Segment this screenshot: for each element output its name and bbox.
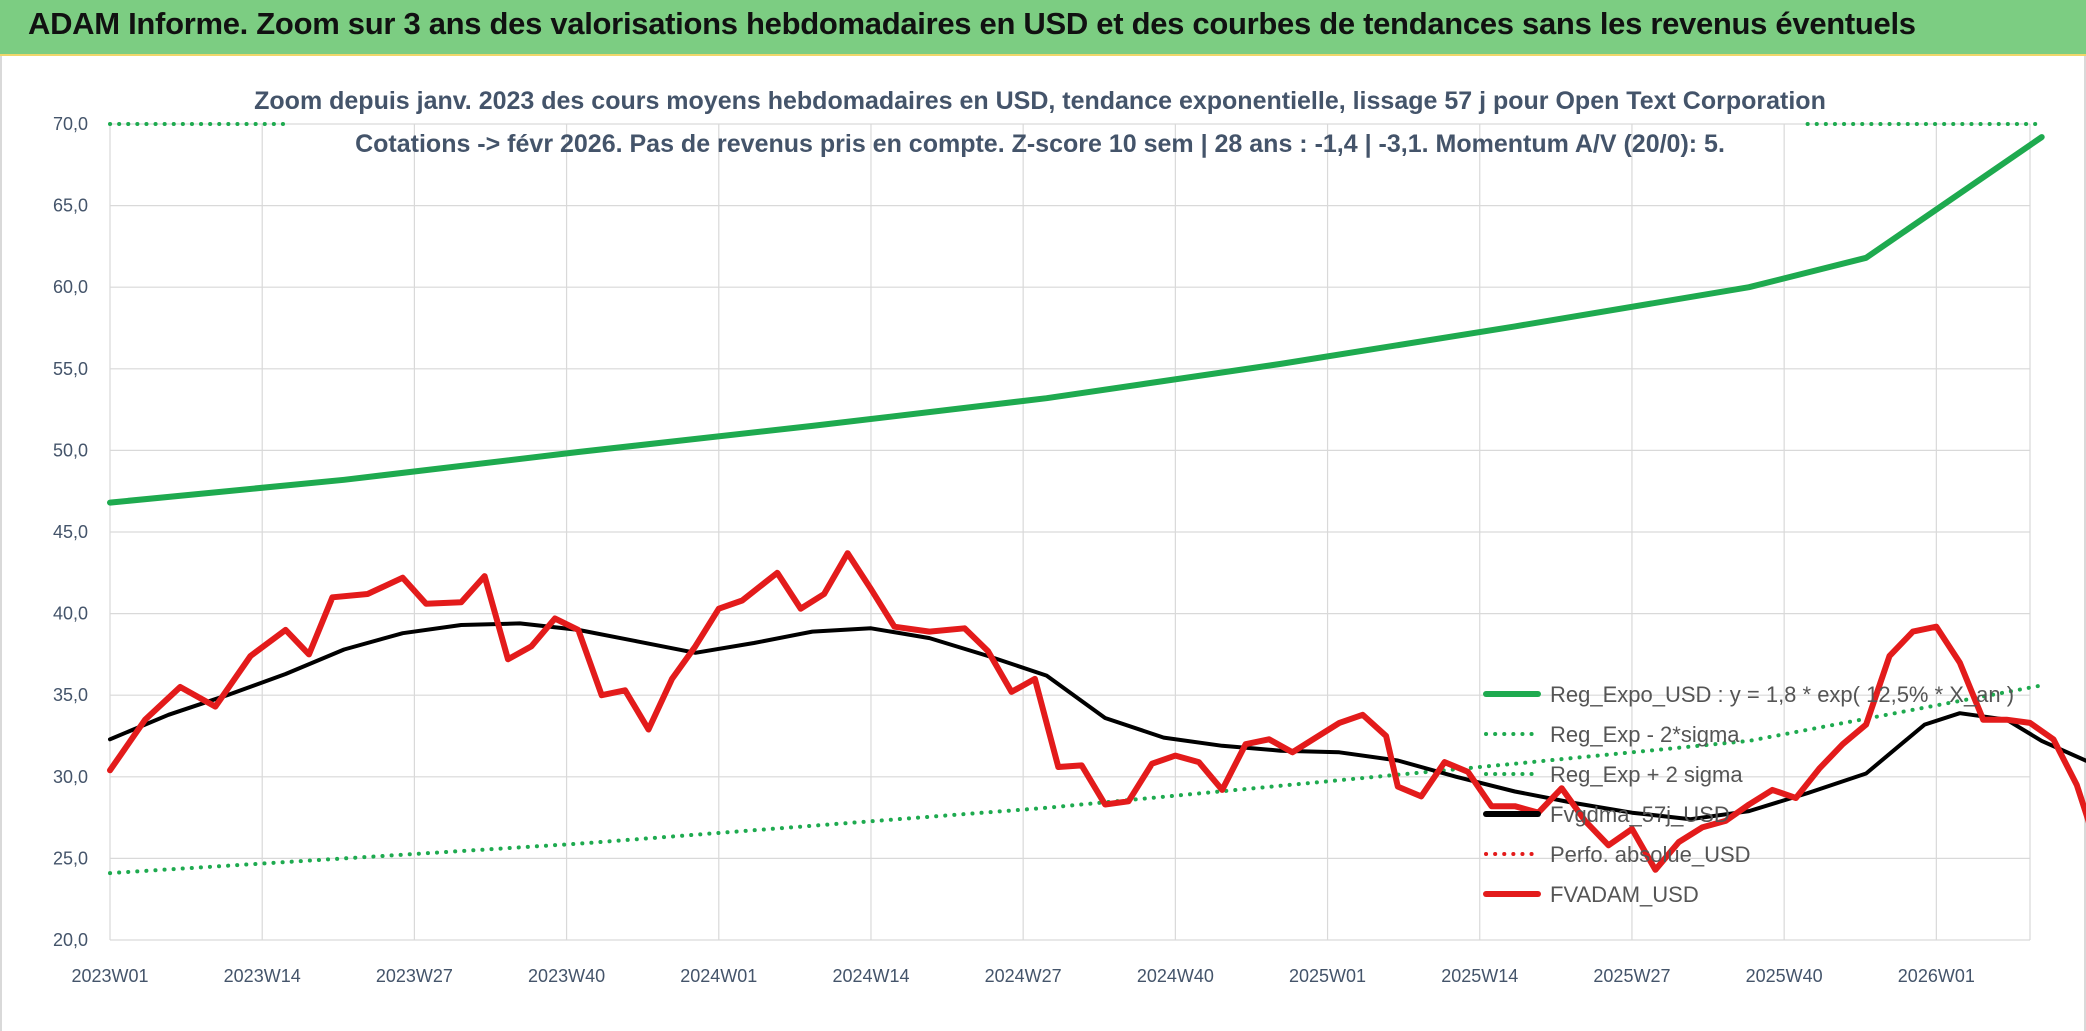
legend-label: Fvgdma_57j_USD [1550,802,1730,827]
x-tick-label: 2025W14 [1441,966,1518,986]
legend: Reg_Expo_USD : y = 1,8 * exp( 12,5% * X_… [1483,682,2014,907]
x-tick-label: 2024W40 [1137,966,1214,986]
x-tick-label: 2023W01 [71,966,148,986]
x-tick-label: 2025W01 [1289,966,1366,986]
x-tick-label: 2023W27 [376,966,453,986]
x-axis: 2023W01 2023W14 2023W27 2023W40 2024W01 2024W… [71,966,1974,986]
y-tick-label: 20,0 [53,930,88,950]
legend-label: Reg_Expo_USD : y = 1,8 * exp( 12,5% * X_… [1550,682,2014,707]
legend-label: Reg_Exp - 2*sigma [1550,722,1740,747]
series-layer [107,122,2086,876]
lower-band-line [108,683,2044,876]
chart-subtitle: Cotations -> févr 2026. Pas de revenus p… [355,130,1725,158]
legend-label: FVADAM_USD [1550,882,1699,907]
y-tick-label: 45,0 [53,522,88,542]
report-banner: ADAM Informe. Zoom sur 3 ans des valoris… [0,0,2086,56]
chart-title: Zoom depuis janv. 2023 des cours moyens … [254,87,1826,115]
y-tick-label: 60,0 [53,277,88,297]
gridlines [109,123,2031,941]
x-tick-label: 2026W01 [1898,966,1975,986]
x-tick-label: 2023W40 [528,966,605,986]
x-tick-label: 2024W14 [832,966,909,986]
moving-average-line [108,621,2086,822]
x-tick-label: 2023W14 [224,966,301,986]
y-tick-label: 35,0 [53,685,88,705]
y-tick-label: 25,0 [53,848,88,868]
y-tick-label: 50,0 [53,440,88,460]
x-tick-label: 2024W27 [985,966,1062,986]
legend-label: Perfo. absolue_USD [1550,842,1751,867]
x-tick-label: 2024W01 [680,966,757,986]
price-line [107,550,2086,873]
y-tick-label: 70,0 [53,114,88,134]
x-tick-label: 2025W40 [1746,966,1823,986]
report-title: ADAM Informe. Zoom sur 3 ans des valoris… [28,6,1916,41]
y-tick-label: 40,0 [53,604,88,624]
y-tick-label: 55,0 [53,359,88,379]
y-tick-label: 30,0 [53,767,88,787]
x-tick-label: 2025W27 [1593,966,1670,986]
trend-line [107,134,2045,506]
legend-label: Reg_Exp + 2 sigma [1550,762,1743,787]
chart-frame [0,56,2086,1031]
y-axis: 20,0 25,0 30,0 35,0 40,0 45,0 50,0 55,0 60,0 65,0… [53,114,88,950]
y-tick-label: 65,0 [53,196,88,216]
